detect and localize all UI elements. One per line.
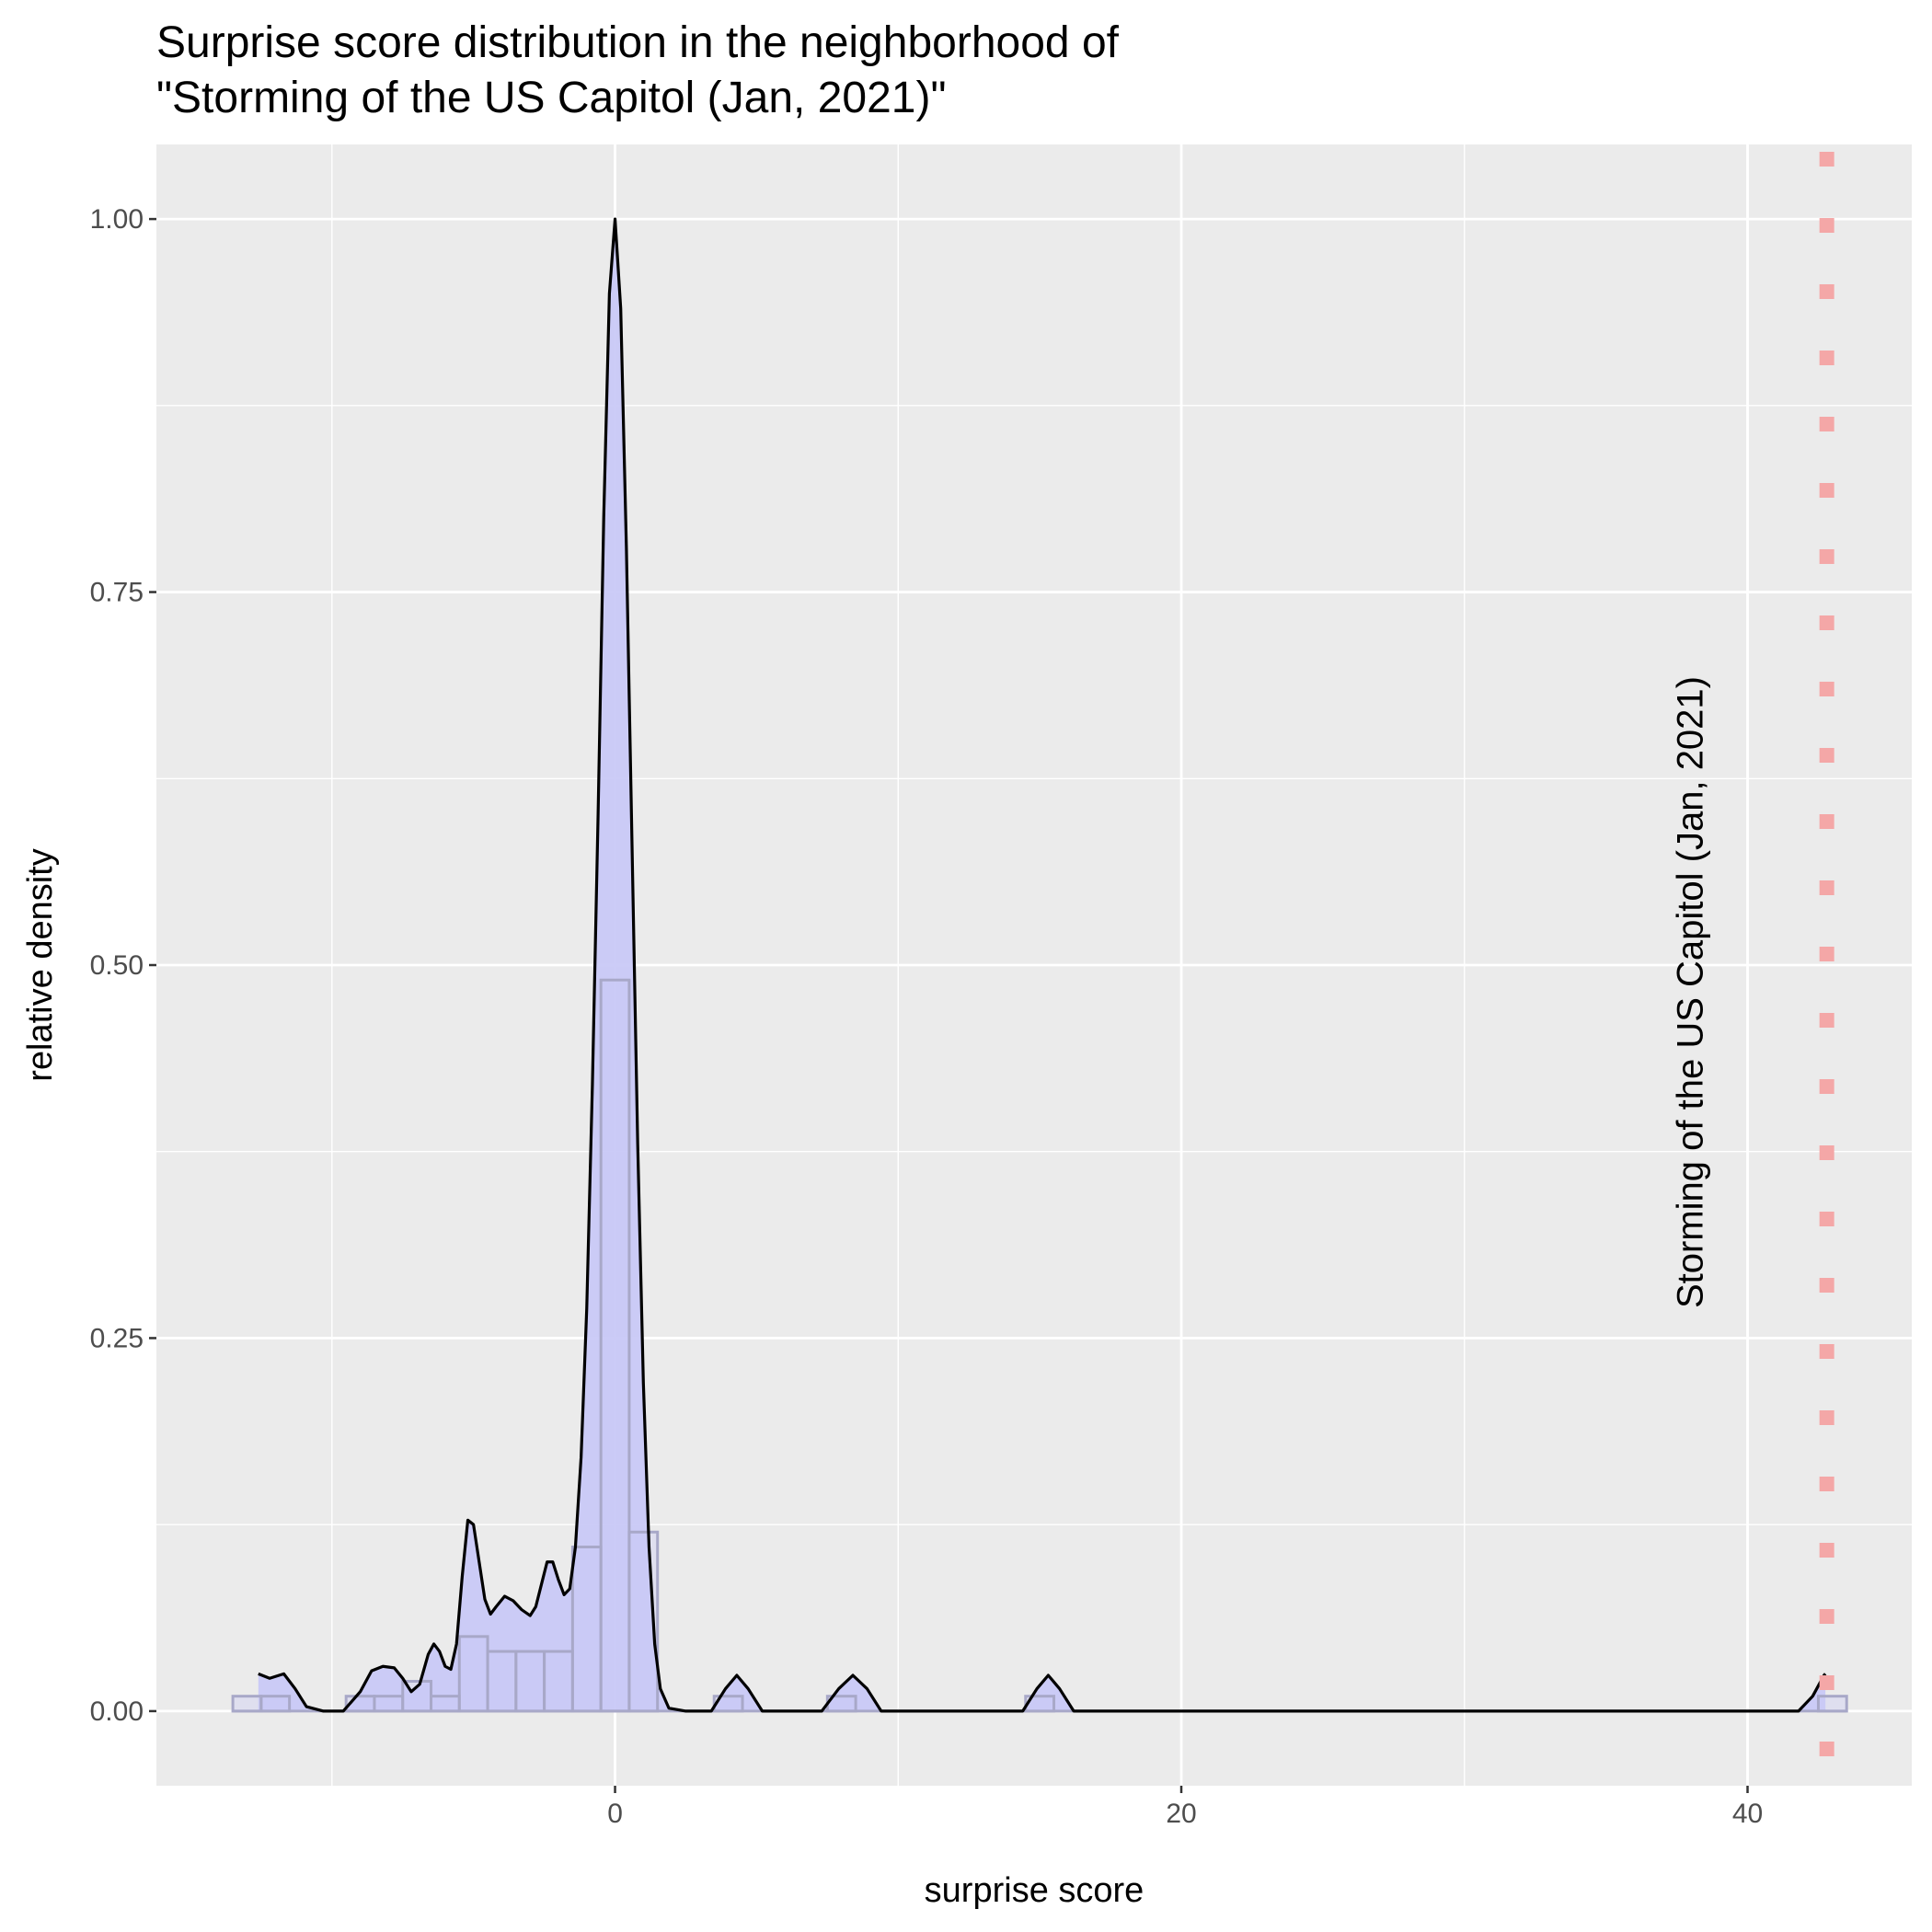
histogram-bar — [570, 1546, 603, 1713]
histogram-bar — [373, 1695, 405, 1713]
histogram-bar — [514, 1650, 546, 1713]
histogram-bar — [543, 1650, 574, 1713]
histogram-bar — [231, 1695, 263, 1713]
histogram-bar — [457, 1635, 489, 1713]
histogram-bar — [430, 1695, 461, 1713]
reference-line-label: Storming of the US Capitol (Jan, 2021) — [1670, 676, 1710, 1308]
histogram-bar — [599, 978, 631, 1713]
histogram-bar — [1024, 1695, 1056, 1713]
y-tick-label: 0.50 — [90, 950, 144, 981]
y-axis: 0.00 0.25 0.50 0.75 1.00 — [90, 204, 156, 1727]
density-curve-layer — [258, 217, 1827, 1713]
x-axis-title: surprise score — [925, 1871, 1144, 1910]
histogram-bars — [231, 978, 1848, 1713]
chart-title-line2: "Storming of the US Capitol (Jan, 2021)" — [156, 74, 947, 122]
y-axis-title: relative density — [21, 848, 60, 1081]
y-tick-label: 0.00 — [90, 1696, 144, 1727]
x-tick-label: 40 — [1732, 1799, 1763, 1829]
x-tick-label: 0 — [607, 1799, 623, 1829]
histogram-bar — [712, 1695, 744, 1713]
density-curve — [258, 217, 1827, 1713]
chart-title-line1: Surprise score distribution in the neigh… — [156, 18, 1120, 67]
histogram-bar — [1816, 1695, 1848, 1713]
y-tick-label: 0.75 — [90, 578, 144, 608]
x-axis: 0 20 40 — [607, 1786, 1763, 1829]
y-tick-label: 0.25 — [90, 1323, 144, 1353]
y-tick-label: 1.00 — [90, 204, 144, 235]
x-tick-label: 20 — [1166, 1799, 1196, 1829]
histogram-bar — [486, 1650, 518, 1713]
histogram-bar — [259, 1695, 292, 1713]
